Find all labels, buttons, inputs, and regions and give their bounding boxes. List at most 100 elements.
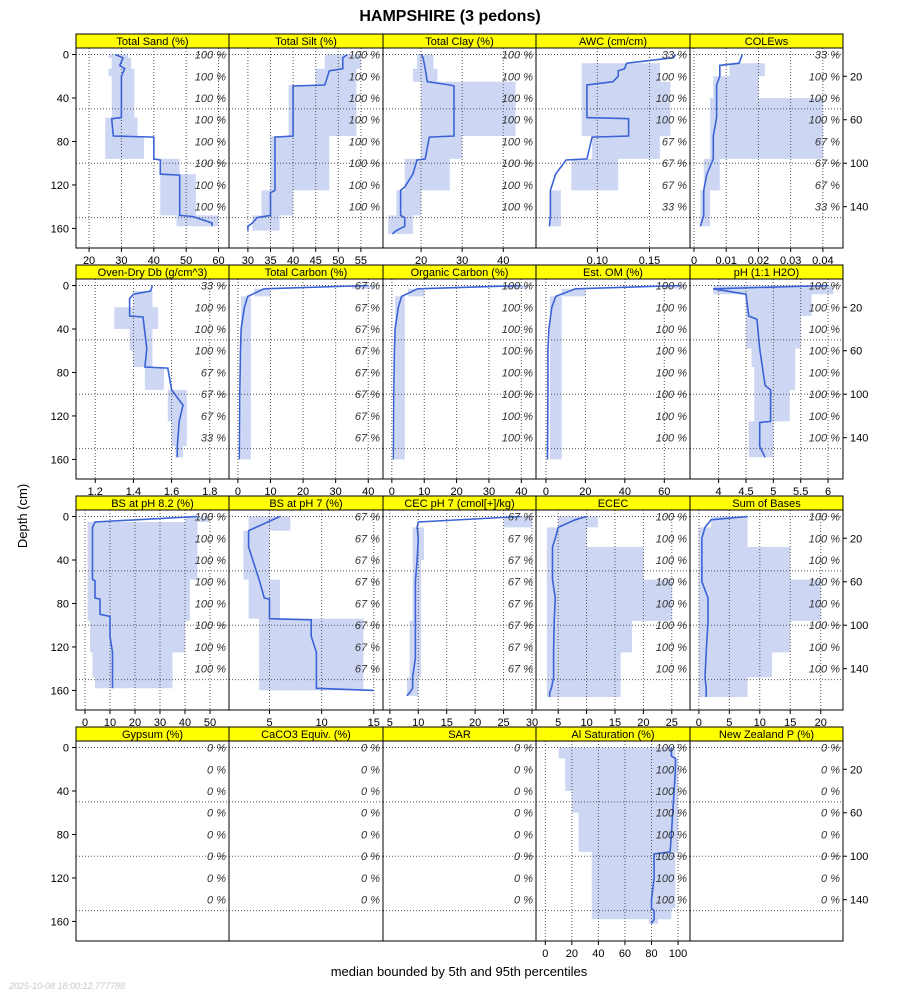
x-tick-label: 0 (82, 717, 88, 729)
x-tick-label: 100 (669, 948, 687, 960)
pct-label: 67 % (355, 642, 380, 654)
chart-title: HAMPSHIRE (3 pedons) (359, 8, 540, 25)
pct-label: 0 % (207, 895, 226, 907)
pct-label: 100 % (195, 512, 226, 524)
x-tick-label: 30 (526, 717, 538, 729)
x-tick-label: 6 (825, 486, 831, 498)
x-tick-label: 0 (543, 486, 549, 498)
depth-tick-label-right: 60 (850, 346, 862, 358)
x-tick-label: 40 (592, 948, 604, 960)
pct-label: 0 % (207, 764, 226, 776)
pct-label: 100 % (195, 93, 226, 105)
panel-plot-area (383, 510, 536, 710)
panel-9: pH (1:1 H2O) 100 % 100 % 100 % 100 % 100 % 100… (689, 264, 844, 498)
y-axis-label: Depth (cm) (15, 484, 30, 548)
panel-strip-label: Gypsum (%) (122, 729, 183, 741)
panel-plot-area (383, 279, 536, 479)
depth-tick-label-right: 20 (850, 71, 862, 83)
pct-label: 100 % (195, 533, 226, 545)
median-line (699, 54, 744, 227)
panel-strip-label: Total Clay (%) (425, 36, 493, 48)
pct-label: 67 % (508, 533, 533, 545)
depth-tick-label-right: 60 (850, 808, 862, 820)
x-tick-label: 25 (497, 717, 509, 729)
depth-tick-label-right: 100 (850, 620, 868, 632)
pct-label: 100 % (502, 158, 533, 170)
x-tick-label: 0.01 (716, 255, 737, 267)
pct-label: 0 % (514, 873, 533, 885)
pct-label: 0 % (207, 786, 226, 798)
pct-label: 67 % (355, 512, 380, 524)
pct-label: 67 % (355, 433, 380, 445)
pct-label: 33 % (815, 50, 840, 62)
panel-strip-label: AWC (cm/cm) (579, 36, 647, 48)
pct-label: 100 % (195, 158, 226, 170)
pct-label: 67 % (508, 664, 533, 676)
pct-label: 100 % (502, 93, 533, 105)
panel-strip-label: Total Sand (%) (116, 36, 188, 48)
x-tick-label: 10 (754, 717, 766, 729)
panel-strip-label: New Zealand P (%) (719, 729, 814, 741)
depth-tick-label-left: 40 (57, 555, 69, 567)
panel-16: CaCO3 Equiv. (%) 0 % 0 % 0 % 0 % 0 % 0 % 0 % 0 % (228, 726, 384, 942)
pct-label: 100 % (809, 411, 840, 423)
pct-label: 100 % (809, 389, 840, 401)
depth-tick-label-left: 160 (51, 223, 69, 235)
pct-label: 100 % (502, 281, 533, 293)
panel-strip-label: Oven-Dry Db (g/cm^3) (98, 267, 208, 279)
panel-6: Total Carbon (%) 67 % 67 % 67 % 67 % 67 % 67 %… (228, 264, 384, 498)
pct-label: 0 % (361, 786, 380, 798)
panel-plot-area (536, 741, 690, 941)
median-line (546, 284, 681, 460)
median-line (650, 747, 677, 925)
x-tick-label: 50 (204, 717, 216, 729)
pct-label: 0 % (821, 808, 840, 820)
pct-label: 100 % (656, 533, 687, 545)
depth-tick-label-right: 100 (850, 158, 868, 170)
pct-label: 100 % (809, 324, 840, 336)
panel-19: New Zealand P (%) 0 % 0 % 0 % 0 % 0 % 0 % 0 % 0 … (689, 726, 844, 942)
depth-tick-label-left: 40 (57, 786, 69, 798)
panel-0: Total Sand (%) 100 % 100 % 100 % 100 % 100 % 1… (75, 33, 230, 267)
pct-label: 0 % (361, 873, 380, 885)
panel-8: Est. OM (%) 100 % 100 % 100 % 100 % 100 % 100 … (535, 264, 691, 498)
pct-label: 100 % (195, 577, 226, 589)
depth-tick-label-left: 80 (57, 598, 69, 610)
x-tick-label: 1.2 (88, 486, 103, 498)
panel-2: Total Clay (%) 100 % 100 % 100 % 100 % 100 % 1… (382, 33, 537, 267)
pct-label: 100 % (809, 620, 840, 632)
panel-plot-area (229, 510, 383, 710)
x-tick-label: 0 (389, 486, 395, 498)
pct-label: 0 % (821, 786, 840, 798)
pct-label: 100 % (656, 786, 687, 798)
pct-label: 0 % (514, 743, 533, 755)
panel-plot-area (76, 279, 229, 479)
pct-label: 100 % (809, 642, 840, 654)
pct-label: 100 % (502, 367, 533, 379)
panel-frame (228, 740, 384, 942)
x-tick-label: 4.5 (738, 486, 753, 498)
percentile-band (558, 747, 678, 924)
depth-tick-label-left: 0 (63, 512, 69, 524)
pct-label: 100 % (809, 533, 840, 545)
panel-strip-label: Total Carbon (%) (265, 267, 348, 279)
x-tick-label: 45 (310, 255, 322, 267)
panel-7: Organic Carbon (%) 100 % 100 % 100 % 100 % 10… (382, 264, 537, 498)
pct-label: 0 % (361, 808, 380, 820)
pct-label: 100 % (809, 577, 840, 589)
percentile-band (105, 54, 219, 227)
panel-strip-label: SAR (448, 729, 471, 741)
pct-label: 0 % (207, 808, 226, 820)
depth-tick-label-left: 160 (51, 454, 69, 466)
panel-3: AWC (cm/cm) 33 % 100 % 100 % 100 % 67 % 67 % 67… (535, 33, 691, 267)
pct-label: 100 % (656, 302, 687, 314)
x-tick-label: 5 (726, 717, 732, 729)
pct-label: 0 % (207, 851, 226, 863)
x-tick-label: 20 (637, 717, 649, 729)
percentile-band (243, 54, 361, 231)
pct-label: 100 % (656, 411, 687, 423)
pct-label: 100 % (656, 346, 687, 358)
pct-label: 100 % (809, 664, 840, 676)
depth-tick-label-right: 140 (850, 433, 868, 445)
pct-label: 100 % (349, 71, 380, 83)
